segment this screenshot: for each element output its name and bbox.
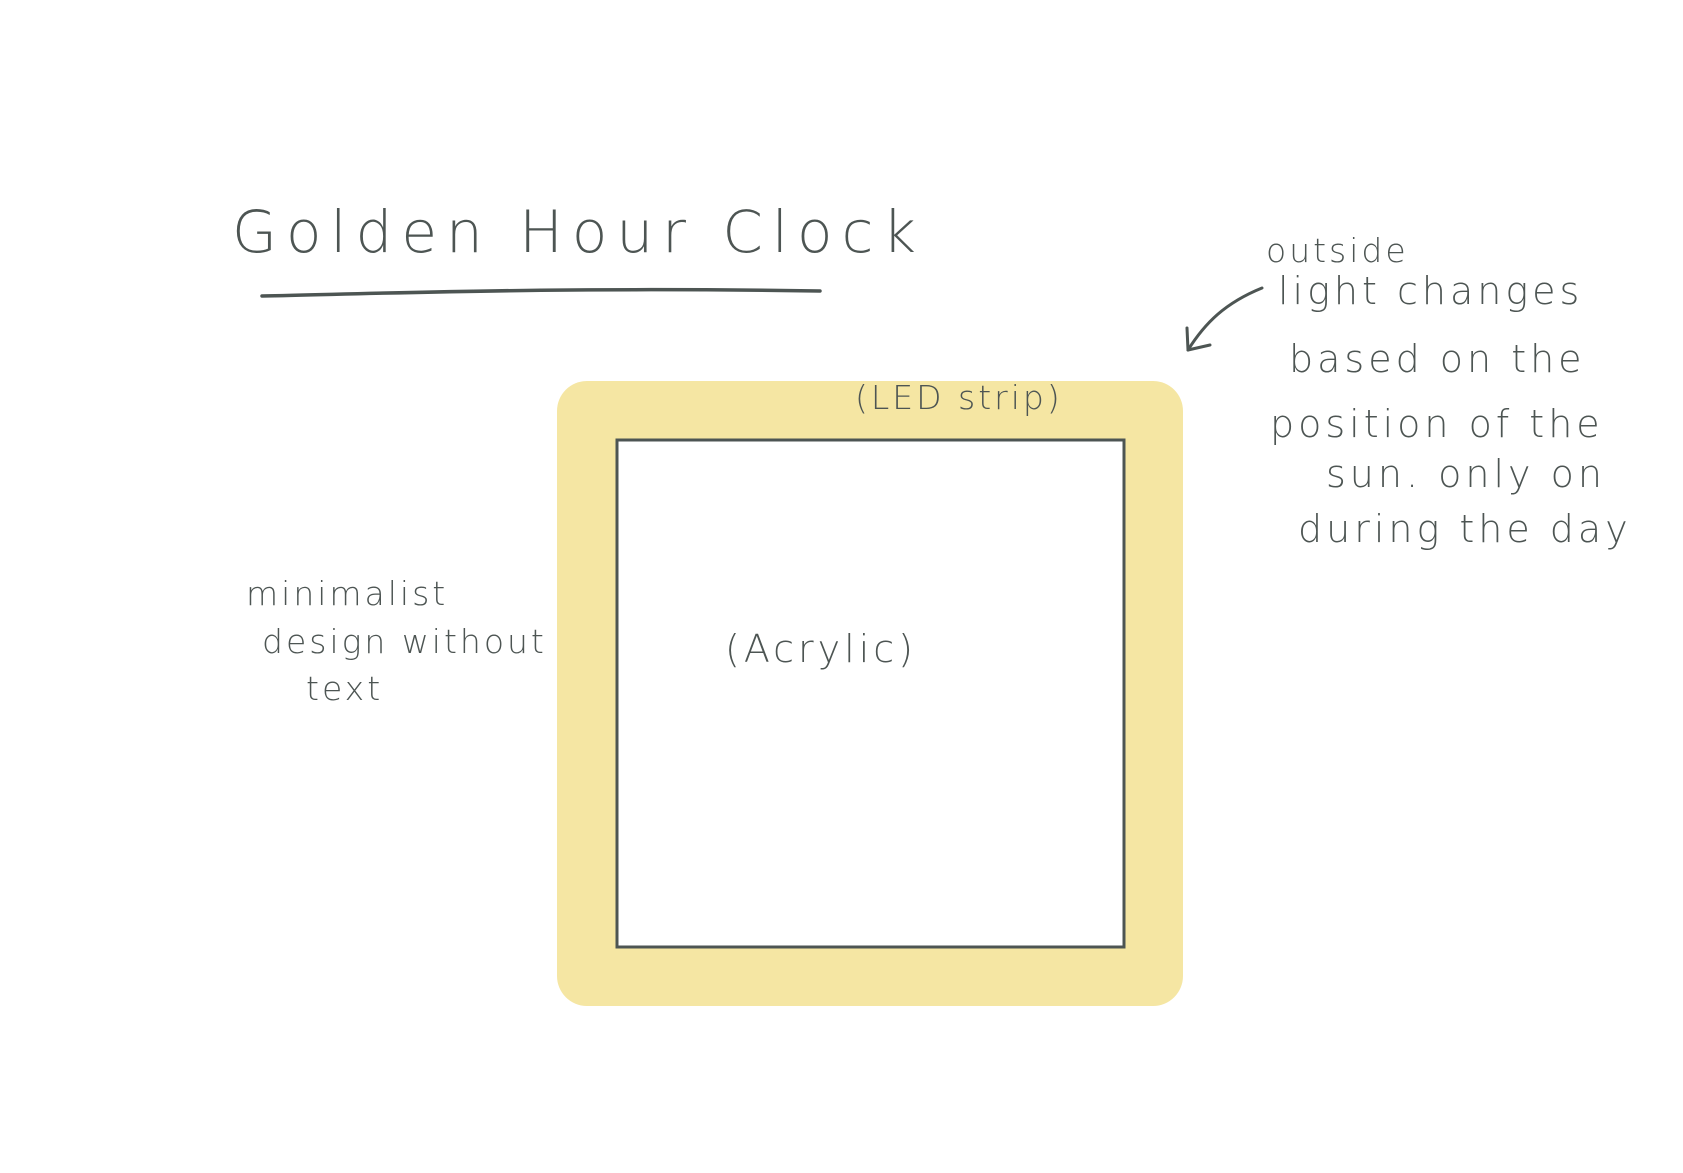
left-note-line-1: minimalist	[246, 574, 448, 613]
annotation-arrow	[1186, 286, 1264, 352]
page-title: Golden Hour Clock	[232, 198, 925, 266]
left-note: minimalist design without text	[246, 574, 547, 708]
right-note-line-3: based on the	[1289, 337, 1586, 381]
left-note-line-3: text	[306, 669, 383, 708]
acrylic-panel	[615, 438, 1126, 949]
led-strip-label: (LED strip)	[855, 378, 1063, 417]
right-note-line-4: position of the	[1270, 402, 1604, 446]
title-underline	[260, 287, 822, 298]
right-note-line-2: light changes	[1278, 269, 1583, 313]
left-note-line-2: design without	[262, 622, 547, 661]
annotation-arrowhead	[1185, 326, 1212, 352]
right-note-line-5: sun. only on	[1326, 452, 1606, 496]
right-note-line-1: outside	[1266, 231, 1409, 270]
acrylic-label: (Acrylic)	[725, 627, 917, 671]
right-note: outside light changes based on the posit…	[1266, 231, 1632, 551]
right-note-line-6: during the day	[1298, 507, 1632, 551]
